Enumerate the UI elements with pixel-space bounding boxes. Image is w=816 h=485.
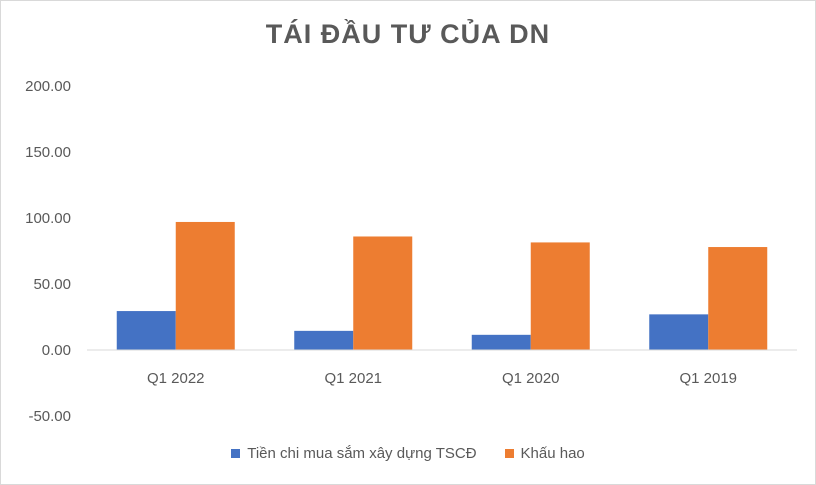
bar-khau-hao: [175, 221, 235, 350]
legend-swatch: [231, 449, 241, 458]
category-labels: Q1 2022 Q1 2021 Q1 2020 Q1 2019: [147, 370, 737, 387]
bars: [116, 221, 768, 350]
bar-khau-hao: [353, 236, 413, 350]
bar-tscd: [116, 311, 176, 350]
y-tick-label: 100.00: [25, 210, 71, 227]
legend-swatch: [504, 449, 514, 458]
bar-khau-hao: [530, 242, 590, 350]
legend-label: Tiền chi mua sắm xây dựng TSCĐ: [247, 445, 477, 462]
legend-item-series-2: Khấu hao: [504, 445, 585, 462]
x-tick-label: Q1 2021: [324, 370, 382, 387]
y-tick-label: 200.00: [25, 78, 71, 95]
y-tick-label: -50.00: [28, 408, 71, 425]
x-tick-label: Q1 2019: [679, 370, 737, 387]
legend-item-series-1: Tiền chi mua sắm xây dựng TSCĐ: [231, 445, 477, 462]
y-tick-label: 0.00: [42, 342, 71, 359]
x-tick-label: Q1 2020: [502, 370, 560, 387]
y-tick-label: 50.00: [33, 276, 71, 293]
chart-title: TÁI ĐẦU TƯ CỦA DN: [265, 19, 551, 49]
x-tick-label: Q1 2022: [147, 370, 205, 387]
y-axis-ticks: -50.00 0.00 50.00 100.00 150.00 200.00: [25, 78, 71, 425]
bar-tscd: [471, 334, 531, 350]
bar-khau-hao: [708, 247, 768, 350]
legend-label: Khấu hao: [520, 445, 585, 462]
bar-tscd: [649, 314, 709, 350]
bar-tscd: [294, 330, 354, 350]
legend: Tiền chi mua sắm xây dựng TSCĐ Khấu hao: [1, 445, 815, 462]
y-tick-label: 150.00: [25, 144, 71, 161]
